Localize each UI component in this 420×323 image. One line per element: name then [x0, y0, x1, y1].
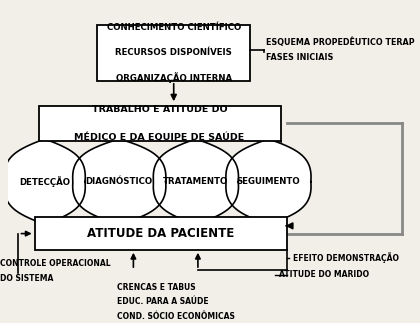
Text: CONHECIMENTO CIENTÍFICO: CONHECIMENTO CIENTÍFICO	[107, 24, 241, 33]
Text: ESQUEMA PROPEDÊUTICO TERAP: ESQUEMA PROPEDÊUTICO TERAP	[266, 37, 415, 47]
Text: TRATAMENTO: TRATAMENTO	[163, 177, 228, 186]
Text: CONTROLE OPERACIONAL: CONTROLE OPERACIONAL	[0, 259, 111, 268]
Text: EDUC. PARA A SAÚDE: EDUC. PARA A SAÚDE	[117, 297, 209, 307]
Text: FASES INICIAIS: FASES INICIAIS	[266, 53, 334, 62]
Polygon shape	[73, 140, 166, 224]
Polygon shape	[226, 140, 311, 224]
Text: ATITUDE DA PACIENTE: ATITUDE DA PACIENTE	[87, 227, 234, 240]
FancyBboxPatch shape	[34, 217, 286, 250]
Text: COND. SÓCIO ECONÔMICAS: COND. SÓCIO ECONÔMICAS	[117, 312, 235, 321]
FancyBboxPatch shape	[97, 25, 250, 81]
Text: TRABALHO E ATITUDE DO: TRABALHO E ATITUDE DO	[92, 105, 227, 114]
Text: MÉDICO E DA EQUIPE DE SAÚDE: MÉDICO E DA EQUIPE DE SAÚDE	[74, 132, 245, 142]
Polygon shape	[4, 140, 85, 224]
Text: DIAGNÓSTICO: DIAGNÓSTICO	[86, 177, 153, 186]
Text: ORGANIZAÇÃO INTERNA: ORGANIZAÇÃO INTERNA	[116, 72, 232, 83]
Text: CRENCAS E TABUS: CRENCAS E TABUS	[117, 283, 196, 292]
Text: DO SISTEMA: DO SISTEMA	[0, 274, 54, 283]
Text: RECURSOS DISPONÍVEIS: RECURSOS DISPONÍVEIS	[115, 48, 232, 57]
Text: EFEITO DEMONSTRAÇÃO: EFEITO DEMONSTRAÇÃO	[293, 252, 399, 263]
FancyBboxPatch shape	[39, 106, 281, 141]
Text: SEGUIMENTO: SEGUIMENTO	[236, 177, 300, 186]
Polygon shape	[153, 140, 239, 224]
Text: ATITUDE DO MARIDO: ATITUDE DO MARIDO	[278, 270, 369, 279]
Text: DETECÇÃO: DETECÇÃO	[19, 176, 70, 187]
